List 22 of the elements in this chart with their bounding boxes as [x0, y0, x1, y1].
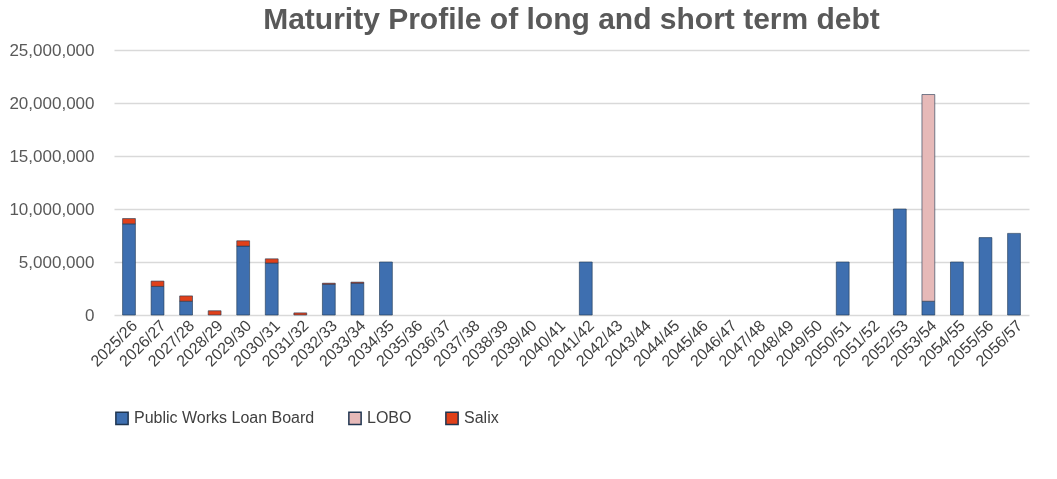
y-tick-label: 15,000,000 — [9, 146, 95, 166]
y-tick-label: 0 — [85, 305, 95, 325]
bar — [350, 282, 365, 316]
legend-label: Public Works Loan Board — [134, 409, 315, 427]
bar — [835, 261, 850, 316]
y-tick-label: 10,000,000 — [9, 199, 95, 219]
bar — [265, 262, 279, 316]
bar — [207, 310, 222, 316]
y-tick-label: 5,000,000 — [18, 252, 95, 272]
y-tick-label: 20,000,000 — [9, 93, 95, 113]
legend-label: LOBO — [367, 409, 412, 427]
bar — [893, 208, 907, 316]
bar — [579, 261, 593, 316]
bar — [978, 237, 993, 316]
bar — [379, 261, 393, 316]
bar — [1007, 233, 1021, 316]
legend-label: Salix — [464, 409, 499, 427]
y-tick-label: 25,000,000 — [9, 40, 95, 60]
bar — [293, 312, 308, 316]
chart-title: Maturity Profile of long and short term debt — [263, 2, 880, 35]
bar — [950, 261, 964, 316]
bar — [322, 283, 336, 316]
